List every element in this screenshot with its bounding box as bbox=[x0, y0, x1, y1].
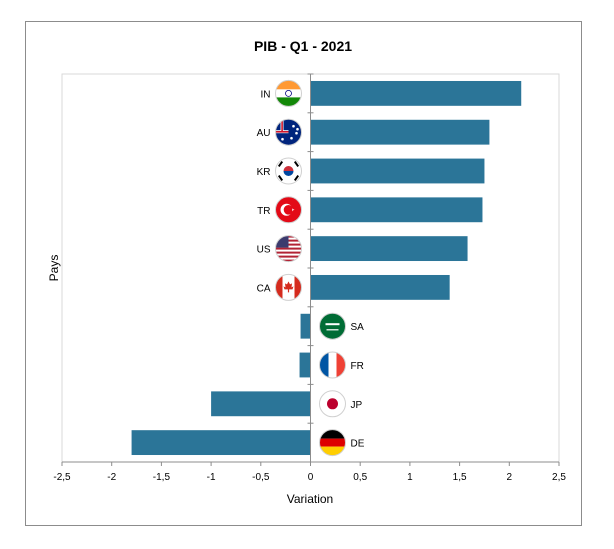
category-label-au: AU bbox=[257, 128, 271, 139]
saudi-arabia-flag-icon bbox=[319, 312, 346, 340]
x-tick-label: -0,5 bbox=[252, 472, 270, 483]
category-label-fr: FR bbox=[351, 361, 364, 372]
bar-ca bbox=[310, 274, 450, 300]
australia-flag-icon bbox=[275, 118, 302, 146]
x-tick-label: 2,5 bbox=[552, 472, 566, 483]
x-axis-label: Variation bbox=[287, 492, 333, 506]
bar-us bbox=[310, 236, 468, 262]
category-label-jp: JP bbox=[351, 400, 363, 411]
turkey-flag-icon bbox=[275, 196, 302, 224]
canada-flag-icon bbox=[275, 273, 302, 301]
bar-kr bbox=[310, 158, 485, 184]
bar-sa bbox=[300, 313, 311, 339]
x-tick-label: 0 bbox=[308, 472, 314, 483]
x-tick-label: 0,5 bbox=[353, 472, 367, 483]
x-tick-label: -2 bbox=[107, 472, 116, 483]
chart-title: PIB - Q1 - 2021 bbox=[254, 38, 352, 54]
india-flag-icon bbox=[275, 79, 302, 107]
bar-tr bbox=[310, 197, 483, 223]
category-label-sa: SA bbox=[351, 322, 365, 333]
x-tick-label: -1,5 bbox=[153, 472, 171, 483]
category-label-de: DE bbox=[351, 439, 365, 450]
x-tick-label: -2,5 bbox=[53, 472, 71, 483]
category-label-tr: TR bbox=[257, 206, 270, 217]
france-flag-icon bbox=[319, 351, 346, 379]
bar-in bbox=[310, 80, 522, 106]
south-korea-flag-icon bbox=[275, 157, 302, 185]
category-label-us: US bbox=[257, 245, 271, 256]
x-tick-label: 1,5 bbox=[453, 472, 467, 483]
bar-fr bbox=[299, 352, 311, 378]
category-label-in: IN bbox=[261, 89, 271, 100]
category-label-ca: CA bbox=[257, 283, 271, 294]
bar-de bbox=[131, 430, 311, 456]
germany-flag-icon bbox=[319, 429, 346, 457]
y-axis-label: Pays bbox=[47, 255, 61, 282]
x-tick-label: 1 bbox=[407, 472, 413, 483]
japan-flag-icon bbox=[319, 390, 346, 418]
category-label-kr: KR bbox=[257, 167, 271, 178]
x-tick-label: -1 bbox=[207, 472, 216, 483]
x-tick-label: 2 bbox=[507, 472, 513, 483]
bar-jp bbox=[211, 391, 311, 417]
usa-flag-icon bbox=[275, 235, 302, 263]
bar-au bbox=[310, 119, 490, 145]
